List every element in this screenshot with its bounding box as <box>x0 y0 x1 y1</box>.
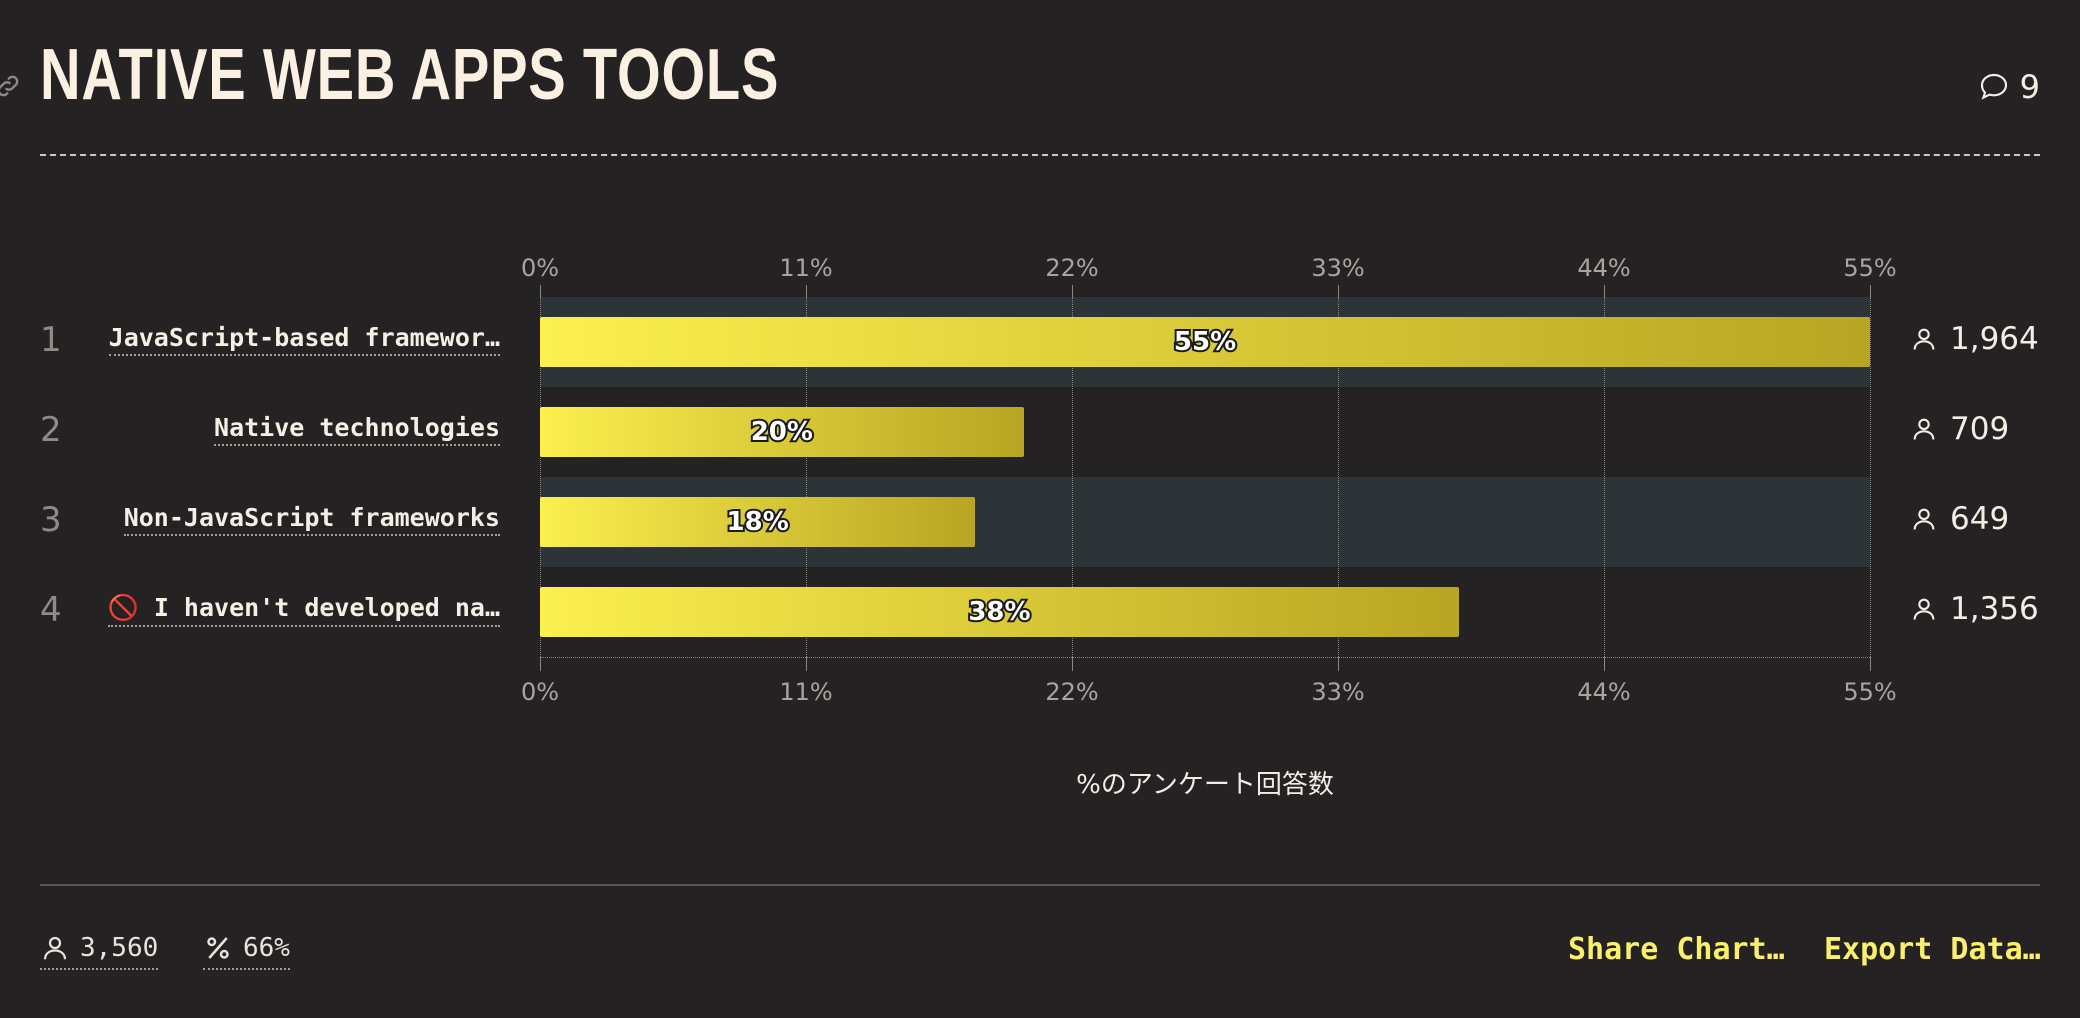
count-value: 709 <box>1950 411 2010 447</box>
gridline <box>540 297 541 657</box>
header-divider <box>40 154 2040 156</box>
gridline <box>1604 297 1605 657</box>
bar[interactable]: 38% <box>540 587 1459 637</box>
row-rank: 4 <box>40 590 62 630</box>
user-icon <box>1913 508 1935 530</box>
tick-label: 44% <box>1577 254 1631 282</box>
tick-mark <box>1072 657 1073 671</box>
tick-label: 11% <box>779 678 833 706</box>
gridline <box>1338 297 1339 657</box>
comment-bubble-icon <box>1980 73 2007 100</box>
bar-value-label: 20% <box>749 415 815 449</box>
comments-button[interactable]: 9 <box>1978 68 2040 106</box>
category-label[interactable]: 🚫 I haven't developed na… <box>107 593 500 627</box>
chart-title: NATIVE WEB APPS TOOLS <box>40 35 780 115</box>
tick-label: 11% <box>779 254 833 282</box>
category-label[interactable]: Native technologies <box>214 413 500 446</box>
percentage-stat[interactable]: 66% <box>203 932 290 970</box>
percent-icon <box>207 937 229 959</box>
tick-label: 44% <box>1577 678 1631 706</box>
tick-label: 22% <box>1045 678 1099 706</box>
tick-mark <box>1870 285 1871 299</box>
bar-value-label: 55% <box>1172 325 1238 359</box>
percentage-value: 66% <box>243 933 290 963</box>
tick-mark <box>1604 285 1605 299</box>
user-icon <box>1913 598 1935 620</box>
footer-divider <box>40 884 2040 886</box>
tick-label: 33% <box>1311 678 1365 706</box>
tick-mark <box>540 285 541 299</box>
user-icon <box>1913 328 1935 350</box>
gridline <box>1870 297 1871 657</box>
respondent-count: 1,964 <box>1910 321 2039 357</box>
respondents-count: 3,560 <box>80 933 159 963</box>
respondents-stat[interactable]: 3,560 <box>40 932 159 970</box>
bar-value-label: 38% <box>966 595 1032 629</box>
bar[interactable]: 20% <box>540 407 1024 457</box>
count-value: 649 <box>1950 501 2010 537</box>
category-label[interactable]: JavaScript-based framewor… <box>108 323 500 356</box>
tick-mark <box>1604 657 1605 671</box>
tick-mark <box>1870 657 1871 671</box>
chart-plot-area: 55% 20% 18% 38% <box>540 297 1871 657</box>
bar[interactable]: 18% <box>540 497 976 547</box>
tick-mark <box>540 657 541 671</box>
gridline <box>1072 297 1073 657</box>
link-icon[interactable] <box>0 72 22 100</box>
row-rank: 3 <box>40 500 62 540</box>
row-rank: 2 <box>40 410 62 450</box>
respondent-count: 649 <box>1910 501 2009 537</box>
tick-label: 0% <box>520 678 560 706</box>
tick-label: 22% <box>1045 254 1099 282</box>
comment-count: 9 <box>2019 68 2040 106</box>
tick-mark <box>1338 657 1339 671</box>
tick-mark <box>806 657 807 671</box>
row-rank: 1 <box>40 320 62 360</box>
bar[interactable]: 55% <box>540 317 1870 367</box>
count-value: 1,356 <box>1950 591 2039 627</box>
gridline <box>806 297 807 657</box>
respondent-count: 709 <box>1910 411 2009 447</box>
tick-label: 0% <box>520 254 560 282</box>
bar-value-label: 18% <box>725 505 791 539</box>
bottom-axis-line <box>540 657 1870 658</box>
share-chart-button[interactable]: Share Chart… <box>1568 932 1785 967</box>
tick-mark <box>806 285 807 299</box>
export-data-button[interactable]: Export Data… <box>1824 932 2041 967</box>
tick-mark <box>1338 285 1339 299</box>
user-icon <box>43 936 67 960</box>
x-axis-title: %のアンケート回答数 <box>1076 770 1334 800</box>
count-value: 1,964 <box>1950 321 2039 357</box>
respondent-count: 1,356 <box>1910 591 2039 627</box>
tick-label: 33% <box>1311 254 1365 282</box>
category-label[interactable]: Non-JavaScript frameworks <box>123 503 500 536</box>
tick-label: 55% <box>1843 678 1897 706</box>
tick-label: 55% <box>1843 254 1897 282</box>
user-icon <box>1913 418 1935 440</box>
tick-mark <box>1072 285 1073 299</box>
